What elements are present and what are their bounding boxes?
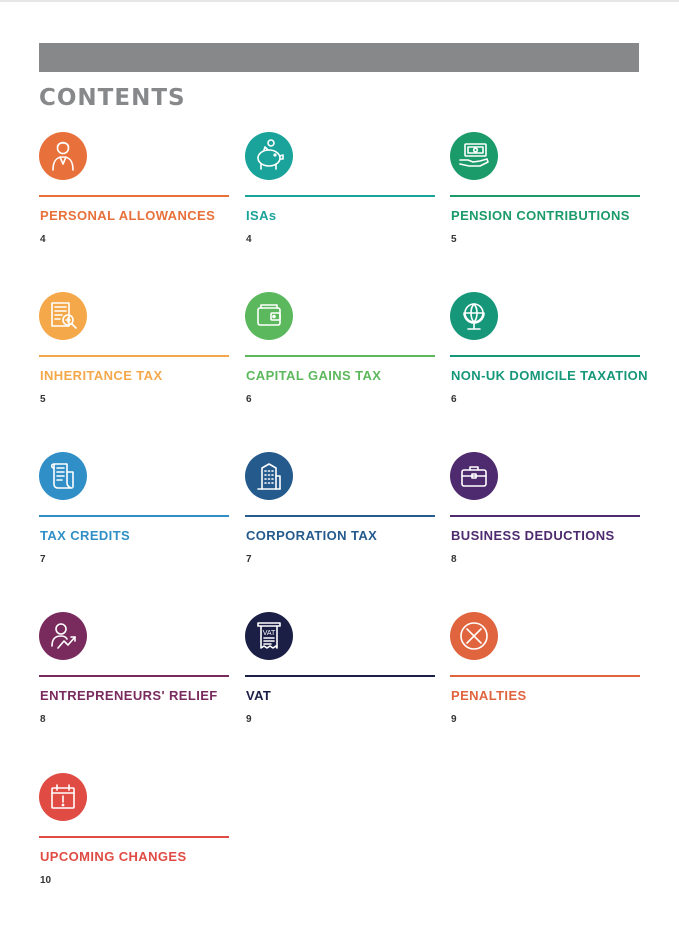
globe-icon (450, 292, 498, 340)
entry-divider (450, 675, 640, 677)
contents-entry[interactable]: ENTREPRENEURS' RELIEF 8 (39, 612, 229, 732)
entry-title[interactable]: ISAs (246, 208, 277, 223)
entry-page-number: 6 (451, 394, 457, 405)
entry-divider (245, 515, 435, 517)
entry-divider (39, 195, 229, 197)
wallet-icon (245, 292, 293, 340)
entry-divider (39, 836, 229, 838)
entry-title[interactable]: PERSONAL ALLOWANCES (40, 208, 216, 223)
contents-entry[interactable]: CORPORATION TAX 7 (245, 452, 435, 572)
entry-title[interactable]: INHERITANCE TAX (40, 368, 163, 383)
entry-title[interactable]: CAPITAL GAINS TAX (246, 368, 382, 383)
contents-entry[interactable]: PENSION CONTRIBUTIONS 5 (450, 132, 640, 252)
piggy-bank-icon (245, 132, 293, 180)
contents-entry[interactable]: TAX CREDITS 7 (39, 452, 229, 572)
entry-title[interactable]: PENALTIES (451, 688, 527, 703)
entry-title[interactable]: NON-UK DOMICILE TAXATION (451, 368, 648, 383)
entry-title[interactable]: CORPORATION TAX (246, 528, 378, 543)
entry-divider (39, 355, 229, 357)
contents-entry[interactable]: PERSONAL ALLOWANCES 4 (39, 132, 229, 252)
entry-title[interactable]: BUSINESS DEDUCTIONS (451, 528, 615, 543)
entry-title[interactable]: VAT (246, 688, 272, 703)
header-banner (39, 43, 639, 72)
entry-divider (450, 515, 640, 517)
entry-divider (245, 355, 435, 357)
contents-entry[interactable]: PENALTIES 9 (450, 612, 640, 732)
money-hand-icon (450, 132, 498, 180)
entry-title[interactable]: PENSION CONTRIBUTIONS (451, 208, 630, 223)
entry-divider (39, 515, 229, 517)
cross-icon (450, 612, 498, 660)
entry-page-number: 4 (246, 234, 252, 245)
entry-page-number: 5 (451, 234, 457, 245)
entry-page-number: 9 (451, 714, 457, 725)
contents-entry[interactable]: BUSINESS DEDUCTIONS 8 (450, 452, 640, 572)
building-icon (245, 452, 293, 500)
contents-entry[interactable]: INHERITANCE TAX 5 (39, 292, 229, 412)
svg-text:VAT: VAT (263, 630, 276, 637)
entry-page-number: 7 (246, 554, 252, 565)
contents-entry[interactable]: ISAs 4 (245, 132, 435, 252)
entry-title[interactable]: UPCOMING CHANGES (40, 849, 187, 864)
person-growth-icon (39, 612, 87, 660)
entry-page-number: 9 (246, 714, 252, 725)
contents-entry[interactable]: VAT VAT 9 (245, 612, 435, 732)
entry-page-number: 6 (246, 394, 252, 405)
document-magnifier-icon (39, 292, 87, 340)
vat-receipt-icon: VAT (245, 612, 293, 660)
entry-divider (245, 675, 435, 677)
contents-entry[interactable]: UPCOMING CHANGES 10 (39, 773, 229, 893)
entry-divider (245, 195, 435, 197)
entry-page-number: 8 (451, 554, 457, 565)
entry-page-number: 7 (40, 554, 46, 565)
entry-page-number: 5 (40, 394, 46, 405)
page-title: CONTENTS (39, 85, 186, 111)
entry-divider (450, 195, 640, 197)
entry-page-number: 4 (40, 234, 46, 245)
entry-divider (450, 355, 640, 357)
entry-title[interactable]: TAX CREDITS (40, 528, 131, 543)
calendar-alert-icon (39, 773, 87, 821)
entry-divider (39, 675, 229, 677)
entry-title[interactable]: ENTREPRENEURS' RELIEF (40, 688, 218, 703)
entry-page-number: 8 (40, 714, 46, 725)
briefcase-icon (450, 452, 498, 500)
contents-entry[interactable]: NON-UK DOMICILE TAXATION 6 (450, 292, 647, 412)
entry-page-number: 10 (40, 875, 52, 886)
scroll-icon (39, 452, 87, 500)
person-icon (39, 132, 87, 180)
contents-entry[interactable]: CAPITAL GAINS TAX 6 (245, 292, 435, 412)
page-top-border (0, 0, 679, 2)
